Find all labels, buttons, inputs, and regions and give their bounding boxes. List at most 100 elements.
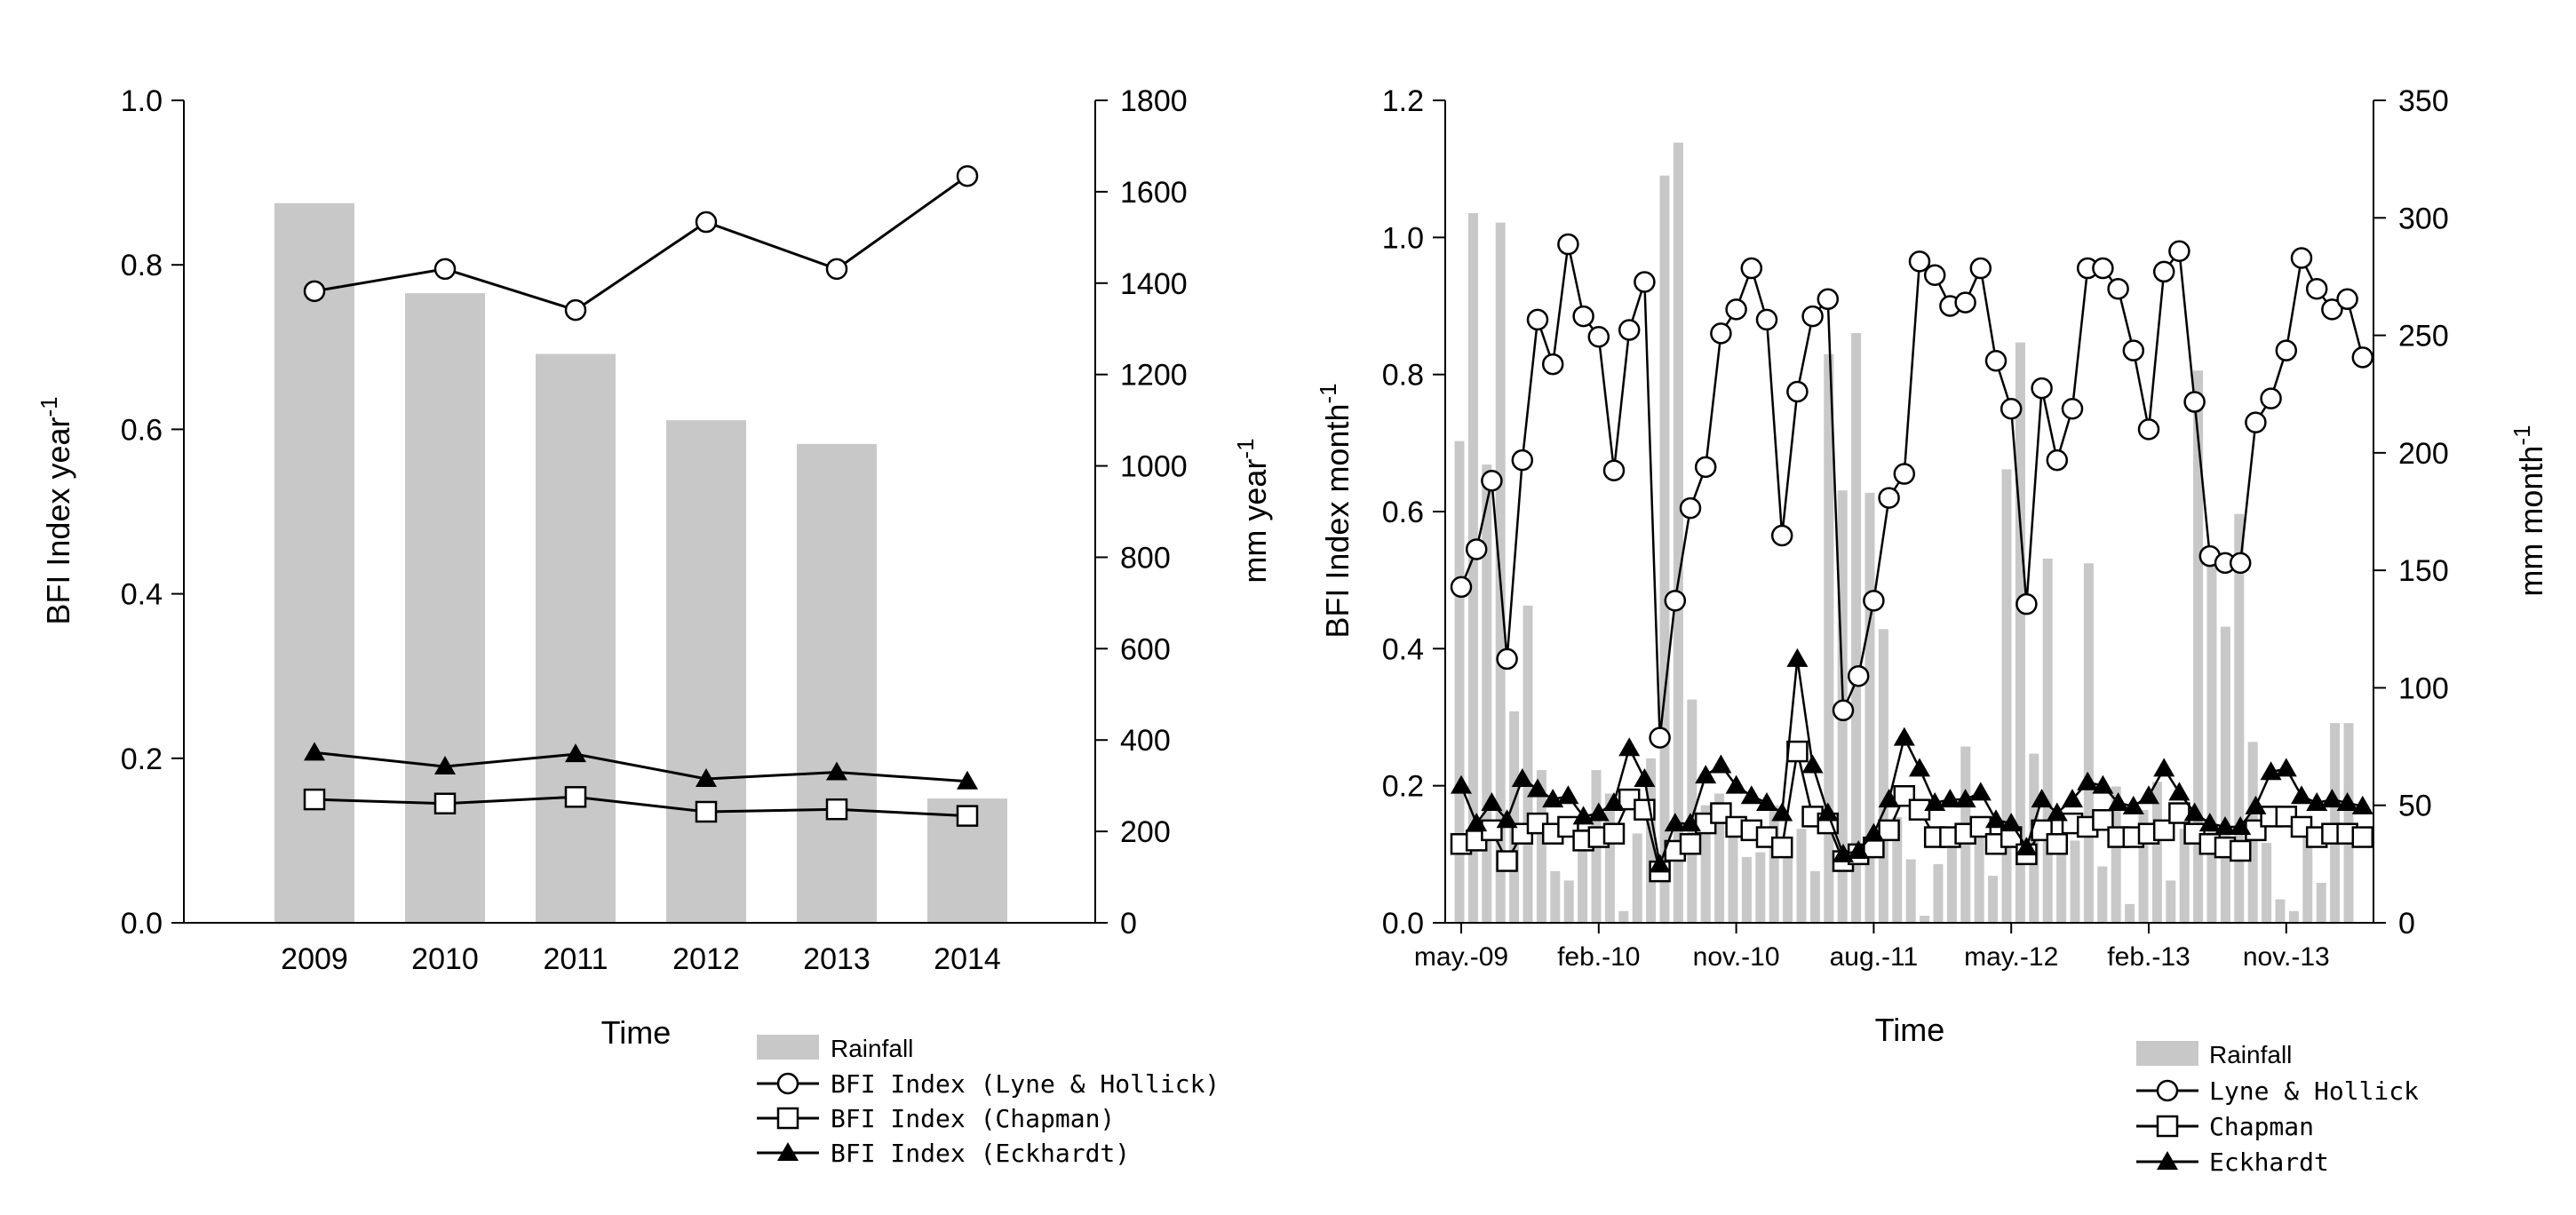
series-point-filled-triangle (1451, 774, 1472, 794)
series-point-filled-triangle (1664, 813, 1686, 832)
x-tick-label: nov.-13 (2243, 942, 2330, 972)
series-point-open-circle (1817, 288, 1840, 311)
series-point-filled-triangle (2351, 795, 2373, 814)
rainfall-bar (1988, 876, 1999, 923)
y-tick-label: 0.6 (1382, 496, 1424, 529)
series-point-filled-triangle (1863, 822, 1885, 842)
series-point-open-square (433, 792, 457, 814)
x-axis-label: Time (1875, 1012, 1945, 1048)
series-point-open-circle (1465, 538, 1488, 560)
rainfall-bar (2125, 903, 2135, 923)
legend-rainfall-label: Rainfall (2209, 1041, 2292, 1068)
rainfall-bar (1563, 880, 1574, 923)
series-point-open-circle (2092, 257, 2114, 280)
x-tick-label: feb.-10 (1557, 942, 1640, 972)
rainfall-bar (1851, 332, 1862, 923)
series-point-open-square (1786, 740, 1809, 763)
legend-triangle-marker (2157, 1151, 2178, 1170)
series-point-open-circle (1725, 298, 1747, 321)
series-point-open-circle (1801, 305, 1824, 328)
rainfall-bar (1796, 829, 1807, 923)
series-point-open-circle (1541, 353, 1564, 376)
series-point-filled-triangle (1466, 813, 1488, 832)
legend-eckhardt-label: BFI Index (Eckhardt) (831, 1139, 1130, 1168)
series-point-filled-triangle (2122, 795, 2144, 814)
rainfall-bar (2070, 840, 2080, 923)
series-point-open-circle (1602, 459, 1626, 481)
series-point-open-square (2092, 809, 2114, 831)
series-point-filled-triangle (1680, 813, 1701, 832)
y-axis-label: BFI Index year-1 (36, 396, 76, 624)
rainfall-bar (274, 202, 354, 923)
series-point-filled-triangle (826, 761, 847, 781)
series-point-filled-triangle (2062, 789, 2083, 808)
series-point-open-circle (1863, 590, 1885, 612)
series-point-filled-triangle (2291, 785, 2312, 805)
series-point-open-circle (2305, 277, 2328, 300)
rainfall-bar (2193, 370, 2204, 923)
series-point-open-square (1496, 850, 1518, 872)
rainfall-bar (1659, 175, 1670, 924)
rainfall-bar (1878, 629, 1888, 923)
series-point-open-circle (1878, 487, 1900, 509)
series-point-open-square (1770, 836, 1793, 859)
series-point-filled-triangle (957, 770, 978, 790)
series-point-open-circle (1770, 524, 1793, 547)
rainfall-bar (2056, 840, 2067, 923)
rainfall-bar (1509, 711, 1520, 923)
x-tick-label: may.-12 (1964, 942, 2058, 972)
y2-tick-label: 150 (2398, 554, 2449, 588)
y2-tick-label: 350 (2398, 84, 2449, 118)
series-point-filled-triangle (2230, 815, 2252, 835)
series-point-filled-triangle (2153, 758, 2175, 777)
y-tick-label: 1.0 (1382, 221, 1424, 255)
legend-lyne-hollick-label: Lyne & Hollick (2209, 1076, 2419, 1106)
y-tick-label: 0.6 (121, 413, 163, 447)
legend-chapman-label: Chapman (2209, 1112, 2314, 1141)
series-point-filled-triangle (1557, 785, 1579, 805)
rainfall-bar (2262, 843, 2272, 923)
series-line-open-square (314, 795, 968, 818)
series-point-open-square (564, 786, 587, 808)
series-point-open-square (2152, 819, 2175, 842)
series-point-open-circle (695, 210, 718, 234)
rainfall-bar (2015, 342, 2025, 924)
legend-circle-marker (776, 1072, 799, 1095)
y2-axis-label: mm month-1 (2508, 425, 2549, 596)
series-point-filled-triangle (2077, 771, 2099, 790)
rainfall-bar (2001, 469, 2012, 923)
y2-tick-label: 1400 (1120, 267, 1188, 301)
rainfall-bar (2179, 829, 2190, 923)
series-point-filled-triangle (2214, 815, 2236, 835)
rainfall-bar (1550, 870, 1561, 923)
series-point-open-circle (1664, 590, 1687, 612)
y2-tick-label: 1600 (1120, 176, 1188, 210)
x-tick-label: 2014 (934, 942, 1001, 976)
series-point-filled-triangle (1786, 647, 1809, 667)
series-point-filled-triangle (1481, 791, 1503, 811)
series-point-filled-triangle (1939, 789, 1961, 808)
series-point-open-circle (2245, 411, 2267, 433)
series-point-filled-triangle (2031, 789, 2053, 808)
x-tick-label: feb.-13 (2107, 942, 2190, 972)
series-point-filled-triangle (1634, 767, 1656, 787)
legend: Rainfall Lyne & Hollick Chapman Eckhardt (2136, 1041, 2419, 1177)
series-point-open-circle (1755, 308, 1778, 331)
y2-tick-label: 300 (2398, 202, 2449, 235)
rainfall-bar (1864, 492, 1875, 923)
series-point-open-square (2229, 839, 2252, 862)
rainfall-bar (1946, 838, 1957, 923)
y-tick-label: 0.2 (1382, 770, 1424, 804)
series-point-filled-triangle (2321, 789, 2343, 808)
series-point-filled-triangle (2198, 813, 2221, 832)
y2-tick-label: 1000 (1120, 450, 1188, 484)
rainfall-bar (1755, 852, 1766, 923)
x-tick-label: may.-09 (1414, 942, 1508, 972)
rainfall-bar (2316, 883, 2326, 923)
series-point-filled-triangle (1969, 782, 1992, 801)
rainfall-bar (2083, 563, 2094, 923)
series-point-filled-triangle (1909, 758, 1930, 777)
rainfall-bar (1933, 863, 1944, 923)
y2-tick-label: 400 (1120, 724, 1171, 758)
